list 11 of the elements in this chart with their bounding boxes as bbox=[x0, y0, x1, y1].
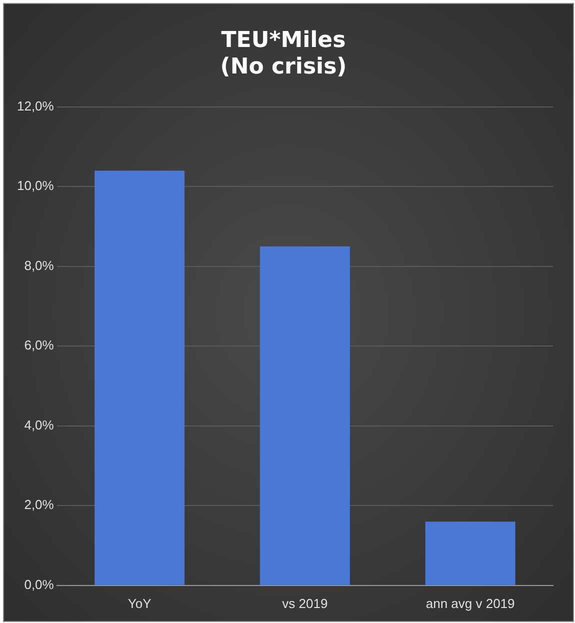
y-tick-label: 12,0% bbox=[16, 98, 54, 114]
x-tick-label: YoY bbox=[128, 596, 152, 611]
y-tick-label: 4,0% bbox=[24, 417, 54, 432]
y-tick-label: 8,0% bbox=[24, 258, 54, 273]
x-tick-label: vs 2019 bbox=[282, 596, 328, 611]
y-tick-label: 10,0% bbox=[16, 178, 54, 194]
chart-title: TEU*Miles (No crisis) bbox=[220, 28, 347, 80]
y-tick-label: 6,0% bbox=[24, 338, 54, 353]
x-tick-label: ann avg v 2019 bbox=[426, 596, 515, 611]
y-tick-label: 2,0% bbox=[24, 497, 54, 512]
y-tick-label: 0,0% bbox=[24, 576, 54, 592]
